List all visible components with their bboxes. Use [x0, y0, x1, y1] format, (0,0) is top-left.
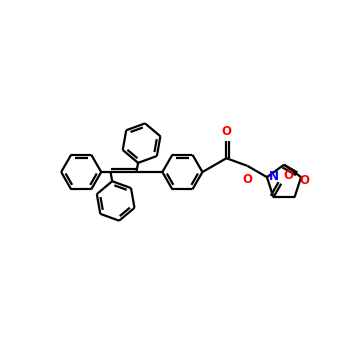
Text: O: O	[243, 173, 253, 186]
Text: O: O	[221, 125, 231, 138]
Text: N: N	[269, 170, 279, 183]
Text: O: O	[283, 169, 293, 182]
Text: O: O	[299, 174, 309, 187]
